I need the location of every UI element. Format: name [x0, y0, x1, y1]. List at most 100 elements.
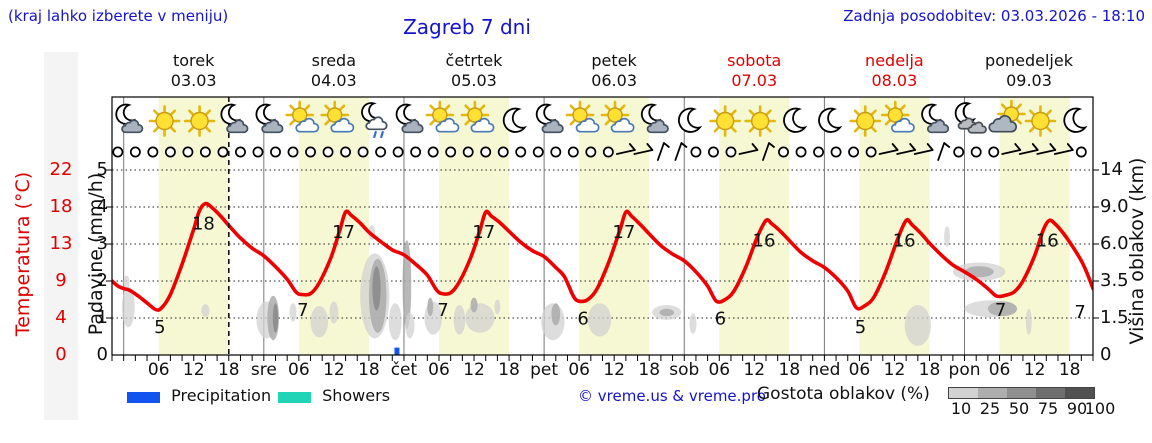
- sun-cloud-icon: [425, 100, 460, 133]
- cloud-blob: [388, 303, 402, 341]
- sun-cloud-icon: [881, 100, 915, 133]
- moon-icon: [783, 107, 808, 133]
- calm-wind-icon: [830, 146, 842, 158]
- calm-wind-icon: [778, 146, 789, 158]
- calm-wind-icon: [129, 146, 141, 158]
- showers-legend-label: Showers: [322, 386, 391, 405]
- cloud-density-legend-label: Gostota oblakov (%): [757, 384, 930, 404]
- moon-cloud-icon: [535, 103, 564, 134]
- max-temp-label: 18: [192, 214, 215, 235]
- calm-wind-icon: [515, 146, 527, 158]
- calm-wind-icon: [865, 146, 877, 158]
- calm-wind-icon: [480, 146, 492, 158]
- moon-cloud-icon: [921, 103, 950, 134]
- sun-icon: [744, 105, 776, 137]
- temperature-curve: [112, 201, 1093, 312]
- menu-hint-text: (kraj lahko izberete v meniju): [8, 7, 229, 25]
- cloud-blobs-layer: [121, 225, 1032, 346]
- calm-wind-icon: [287, 146, 299, 158]
- calm-wind-icon: [375, 146, 387, 158]
- cloud-blob: [987, 301, 1018, 317]
- cloud-blob: [372, 266, 381, 311]
- min-temp-label: 6: [577, 309, 588, 330]
- cloud-blob: [123, 275, 130, 291]
- wind-barb-icon: [896, 143, 917, 155]
- moon-cloud-icon: [115, 103, 144, 134]
- calm-wind-icon: [953, 146, 965, 158]
- calm-wind-icon: [217, 146, 229, 158]
- sun-cloud-icon: [460, 100, 495, 133]
- calm-wind-icon: [252, 146, 264, 158]
- grayscale-segment: [978, 388, 1007, 398]
- cloud-blob: [121, 286, 135, 328]
- sun-cloud-icon: [565, 100, 600, 133]
- showers-swatch: [278, 392, 311, 403]
- calm-wind-icon: [340, 146, 352, 158]
- daylight-band: [719, 97, 790, 355]
- min-temp-label: 7: [995, 300, 1006, 321]
- max-temp-label: 17: [332, 222, 355, 243]
- calm-wind-icon: [813, 146, 825, 158]
- wind-barb-icon: [1018, 143, 1039, 155]
- calm-wind-icon: [585, 146, 597, 158]
- calm-wind-icon: [270, 146, 281, 158]
- grayscale-segment: [1065, 388, 1094, 398]
- sun-icon: [148, 105, 181, 137]
- max-temp-label: 17: [472, 222, 495, 243]
- calm-wind-icon: [795, 146, 807, 158]
- cloud-blob: [402, 240, 412, 330]
- wind-barb-icon: [633, 143, 654, 155]
- min-temp-label: 6: [715, 309, 726, 330]
- cloud-blob: [310, 305, 329, 338]
- calm-wind-icon: [725, 146, 737, 158]
- moon-icon: [502, 107, 527, 133]
- last-update-text: Zadnja posodobitev: 03.03.2026 - 18:10: [843, 7, 1145, 25]
- grayscale-segment: [1036, 388, 1065, 398]
- moon-clouds-icon: [954, 102, 987, 134]
- cloud-blob: [405, 312, 415, 339]
- calm-wind-icon: [497, 146, 509, 158]
- cloud-blob: [551, 303, 561, 326]
- calm-wind-icon: [445, 146, 457, 158]
- cloud-blob: [904, 305, 931, 346]
- grayscale-segment: [1007, 388, 1036, 398]
- grayscale-segment: [949, 388, 978, 398]
- max-temp-label: 16: [893, 230, 916, 251]
- calm-wind-icon: [427, 146, 439, 158]
- calm-wind-icon: [392, 146, 404, 158]
- calm-wind-icon: [970, 146, 982, 158]
- sun-icon: [183, 105, 216, 137]
- cloud-blob: [944, 226, 950, 247]
- cloud-blob: [272, 303, 279, 333]
- calm-wind-icon: [322, 146, 334, 158]
- sun-icon: [709, 105, 741, 137]
- calm-wind-icon: [707, 146, 719, 158]
- cloud-blob: [1025, 308, 1032, 335]
- cloud-blob: [494, 299, 501, 315]
- max-temp-label: 16: [1036, 230, 1059, 251]
- wind-barb-icon: [762, 142, 775, 161]
- moon-cloud-icon: [640, 103, 669, 134]
- calm-wind-icon: [988, 146, 1000, 158]
- precipitation-bar: [394, 347, 400, 355]
- calm-wind-icon: [602, 146, 614, 158]
- calm-wind-icon: [182, 146, 194, 158]
- min-temp-label: 7: [297, 300, 308, 321]
- page-title: Zagreb 7 dni: [403, 15, 531, 39]
- wind-barb-icon: [1036, 143, 1057, 155]
- cloud-sun-icon: [988, 99, 1026, 133]
- calm-wind-icon: [532, 146, 544, 158]
- min-temp-label: 7: [1074, 302, 1085, 323]
- calm-wind-icon: [550, 146, 562, 158]
- moon-icon: [678, 107, 703, 133]
- calm-wind-icon: [112, 146, 124, 158]
- calm-wind-icon: [410, 146, 422, 158]
- wind-barb-icon: [674, 142, 688, 161]
- calm-wind-icon: [305, 146, 316, 158]
- calm-wind-icon: [199, 146, 211, 158]
- wind-barb-icon: [1053, 143, 1074, 155]
- cloud-density-grayscale-bar: [948, 387, 1095, 399]
- max-temp-label: 17: [612, 222, 635, 243]
- cloud-blob: [470, 297, 478, 313]
